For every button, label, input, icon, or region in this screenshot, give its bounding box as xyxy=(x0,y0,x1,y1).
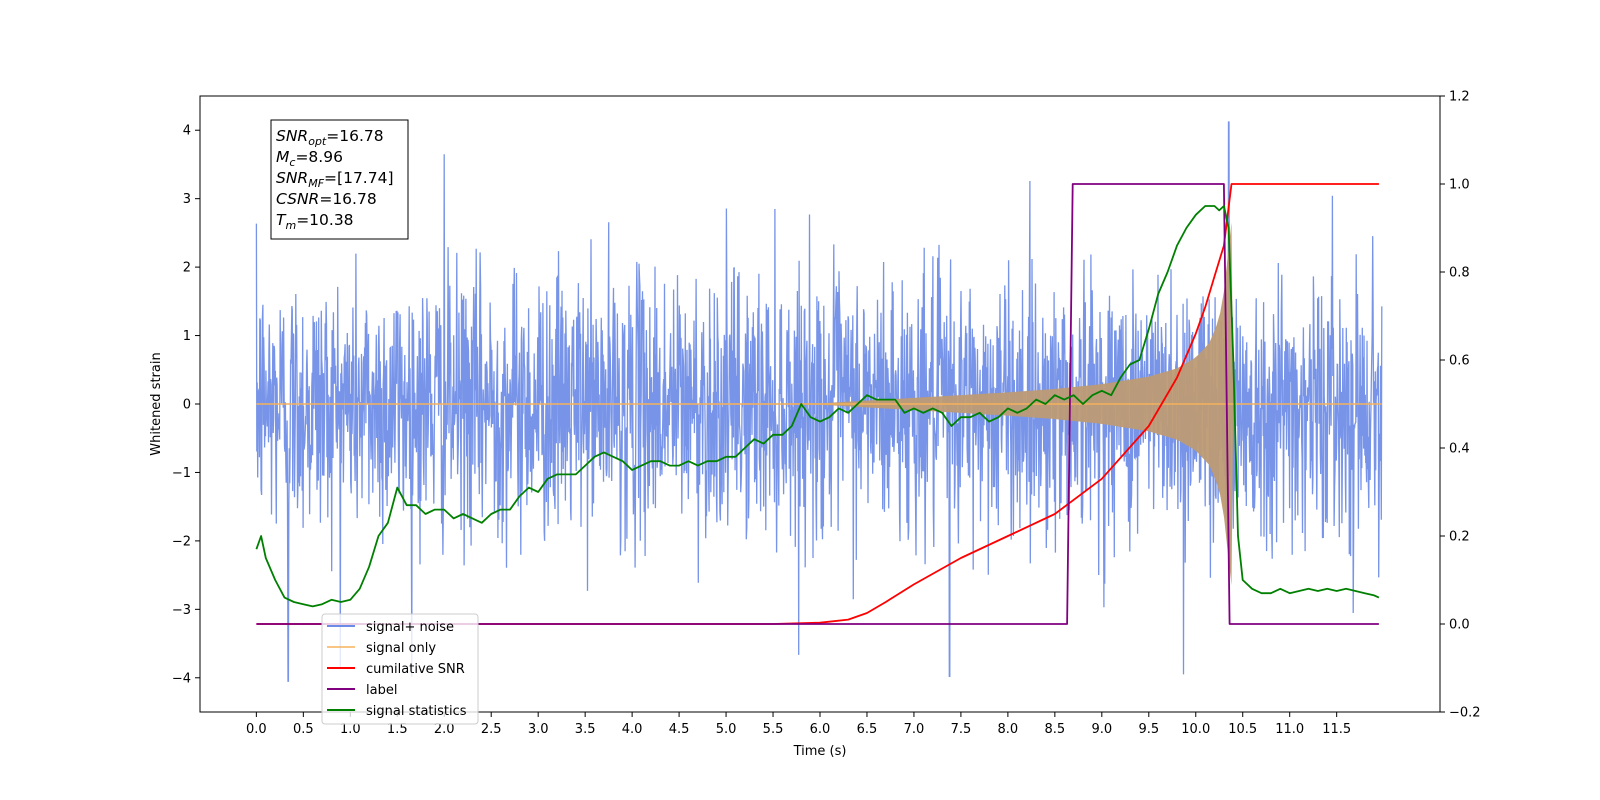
x-axis-label: Time (s) xyxy=(793,744,847,759)
annotation-line: SNRMF=[17.74] xyxy=(276,169,394,190)
x-tick-label: 9.5 xyxy=(1138,722,1159,737)
x-tick-label: 1.0 xyxy=(340,722,361,737)
x-tick-label: 3.0 xyxy=(528,722,549,737)
y-left-tick-label: 0 xyxy=(183,398,191,413)
x-tick-label: 4.0 xyxy=(622,722,643,737)
y-left-tick-label: 1 xyxy=(183,329,191,344)
legend-label: signal only xyxy=(366,641,436,656)
x-tick-label: 8.0 xyxy=(998,722,1019,737)
y-left-tick-label: −3 xyxy=(172,603,191,618)
x-tick-label: 9.0 xyxy=(1091,722,1112,737)
x-tick-label: 0.0 xyxy=(246,722,267,737)
y-left-tick-label: −2 xyxy=(172,534,191,549)
legend-label: signal statistics xyxy=(366,704,467,719)
y-left-tick-label: −1 xyxy=(172,466,191,481)
x-tick-label: 3.5 xyxy=(575,722,596,737)
x-tick-label: 4.5 xyxy=(669,722,690,737)
series-line-cumulative-snr xyxy=(256,183,1379,625)
legend-label: label xyxy=(366,683,397,698)
x-tick-label: 2.5 xyxy=(481,722,502,737)
series-line-signal-statistics xyxy=(255,205,1380,608)
annotation-line: Mc=8.96 xyxy=(276,148,343,169)
x-tick-label: 11.5 xyxy=(1322,722,1351,737)
plot-area xyxy=(255,121,1383,682)
y-right-tick-label: 0.8 xyxy=(1449,266,1470,281)
y-left-tick-label: 3 xyxy=(183,192,191,207)
annotation-line: Tm=10.38 xyxy=(276,211,354,232)
legend-label: signal+ noise xyxy=(366,620,454,635)
y-right-tick-label: 1.2 xyxy=(1449,90,1470,105)
annotation-frame xyxy=(270,119,409,240)
annotation-box: SNRopt=16.78Mc=8.96SNRMF=[17.74]CSNR=16.… xyxy=(270,119,409,240)
y-right-tick-label: 0.0 xyxy=(1449,618,1470,633)
y-left-tick-label: 2 xyxy=(183,261,191,276)
x-tick-label: 8.5 xyxy=(1045,722,1066,737)
annotation-line: SNRopt=16.78 xyxy=(276,127,384,148)
x-tick-label: 0.5 xyxy=(293,722,314,737)
x-tick-label: 11.0 xyxy=(1275,722,1304,737)
y-right-tick-label: 0.2 xyxy=(1449,530,1470,545)
y-axis-label: Whitened strain xyxy=(149,352,164,455)
x-tick-label: 5.0 xyxy=(716,722,737,737)
x-tick-label: 10.5 xyxy=(1228,722,1257,737)
x-tick-label: 6.0 xyxy=(810,722,831,737)
legend: signal+ noise signal only cumilative SNR la… xyxy=(321,613,479,725)
x-tick-label: 1.5 xyxy=(387,722,408,737)
x-tick-label: 2.0 xyxy=(434,722,455,737)
y-left-tick-label: −4 xyxy=(172,671,191,686)
y-left-tick-label: 4 xyxy=(183,124,191,139)
y-right-tick-label: −0.2 xyxy=(1449,706,1481,721)
y-right-tick-label: 0.4 xyxy=(1449,442,1470,457)
legend-label: cumilative SNR xyxy=(366,662,465,677)
x-tick-label: 5.5 xyxy=(763,722,784,737)
x-tick-label: 7.5 xyxy=(951,722,972,737)
axes: 0.0 0.5 1.0 1.5 2.0 2.5 3.0 3.5 4.0 4.5 5.0 5.5 6.0 6… xyxy=(172,90,1481,738)
series-line-label xyxy=(256,183,1379,625)
annotation-line: CSNR=16.78 xyxy=(276,190,377,208)
x-tick-label: 7.0 xyxy=(904,722,925,737)
y-right-tick-label: 0.6 xyxy=(1449,354,1470,369)
y-right-tick-label: 1.0 xyxy=(1449,178,1470,193)
legend-frame xyxy=(321,613,479,725)
x-tick-label: 10.0 xyxy=(1181,722,1210,737)
x-tick-label: 6.5 xyxy=(857,722,878,737)
